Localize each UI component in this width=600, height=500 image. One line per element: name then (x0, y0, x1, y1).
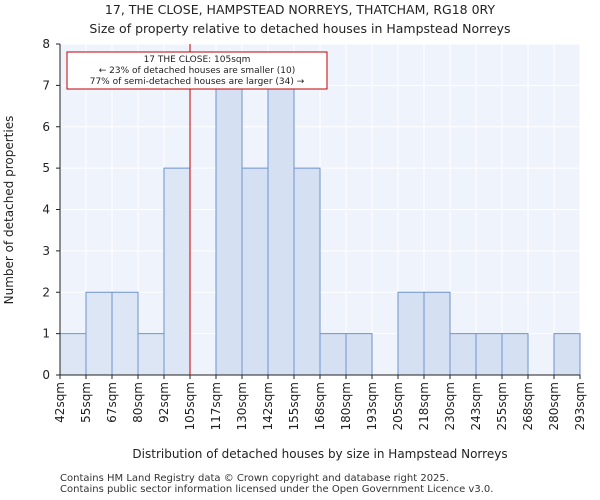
bar (423, 291, 451, 376)
bar (319, 333, 347, 376)
x-tick-label: 218sqm (417, 382, 431, 430)
x-tick-label: 130sqm (235, 382, 249, 430)
y-tick-label: 7 (42, 78, 50, 92)
x-tick-label: 117sqm (209, 382, 223, 430)
bar (449, 333, 477, 376)
x-tick-label: 105sqm (183, 382, 197, 430)
annotation-title: 17 THE CLOSE: 105sqm (144, 55, 251, 65)
x-tick-label: 180sqm (339, 382, 353, 430)
y-tick-labels: 0 1 2 3 4 5 6 7 8 (42, 37, 60, 382)
bar (137, 333, 165, 376)
x-tick-label: 142sqm (261, 382, 275, 430)
chart: 17, THE CLOSE, HAMPSTEAD NORREYS, THATCH… (2, 2, 587, 461)
x-tick-label: 168sqm (313, 382, 327, 430)
bar (553, 333, 581, 376)
annotation-frame (66, 51, 328, 90)
y-axis-label: Number of detached properties (2, 116, 16, 305)
annotation-box: 17 THE CLOSE: 105sqm ← 23% of detached h… (66, 51, 328, 90)
y-tick-label: 1 (42, 327, 50, 341)
y-tick-label: 8 (42, 37, 50, 51)
bar (397, 291, 425, 376)
x-tick-label: 42sqm (53, 382, 67, 423)
x-tick-label: 230sqm (443, 382, 457, 430)
x-tick-labels: 42sqm 55sqm 67sqm 80sqm 92sqm 105sqm 117sqm 130… (53, 375, 587, 430)
bar (59, 333, 87, 376)
bar (267, 84, 295, 376)
bar (345, 333, 373, 376)
x-tick-label: 155sqm (287, 382, 301, 430)
bar (215, 84, 243, 376)
x-tick-label: 255sqm (495, 382, 509, 430)
x-tick-label: 205sqm (391, 382, 405, 430)
annotation-smaller: ← 23% of detached houses are smaller (10… (99, 66, 296, 76)
y-tick-label: 2 (42, 285, 50, 299)
chart-subtitle: Size of property relative to detached ho… (89, 21, 510, 36)
x-tick-label: 280sqm (547, 382, 561, 430)
x-tick-label: 243sqm (469, 382, 483, 430)
x-tick-label: 193sqm (365, 382, 379, 430)
y-tick-label: 5 (42, 161, 50, 175)
x-tick-label: 80sqm (131, 382, 145, 423)
x-tick-label: 67sqm (105, 382, 119, 423)
bar (163, 167, 191, 376)
bars (59, 84, 581, 376)
footer-copyright: Contains HM Land Registry data © Crown c… (60, 473, 449, 484)
x-tick-label: 92sqm (157, 382, 171, 423)
y-tick-label: 3 (42, 244, 50, 258)
x-tick-label: 293sqm (573, 382, 587, 430)
bar (85, 291, 113, 376)
y-tick-label: 6 (42, 120, 50, 134)
bar (111, 291, 139, 376)
x-axis-label: Distribution of detached houses by size … (132, 447, 507, 461)
bar (293, 167, 321, 376)
y-tick-label: 0 (42, 368, 50, 382)
footer-licence: Contains public sector information licen… (60, 484, 494, 495)
chart-title: 17, THE CLOSE, HAMPSTEAD NORREYS, THATCH… (105, 2, 496, 17)
annotation-larger: 77% of semi-detached houses are larger (… (90, 77, 305, 87)
y-tick-label: 4 (42, 203, 50, 217)
bar (241, 167, 269, 376)
x-tick-label: 55sqm (79, 382, 93, 423)
bar (475, 333, 503, 376)
x-tick-label: 268sqm (521, 382, 535, 430)
bar (501, 333, 529, 376)
